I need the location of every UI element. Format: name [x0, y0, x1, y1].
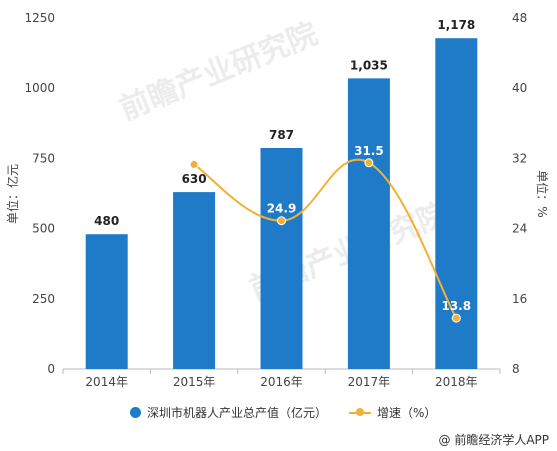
y-right-tick-label: 16: [512, 292, 527, 306]
bar-value-label: 480: [94, 214, 119, 228]
growth-line: [193, 158, 458, 319]
bar-value-label: 630: [182, 172, 207, 186]
bar: [347, 78, 390, 369]
growth-value-label: 24.9: [267, 202, 297, 216]
bar-value-label: 1,035: [350, 58, 388, 72]
x-tick-label: 2017年: [348, 375, 391, 389]
x-tick-label: 2015年: [173, 375, 216, 389]
growth-value-label: 13.8: [441, 299, 471, 313]
legend-bar-swatch: [130, 407, 141, 418]
bar-value-label: 1,178: [437, 18, 475, 32]
legend: 深圳市机器人产业总产值（亿元） 增速（%）: [130, 404, 458, 421]
bar: [260, 148, 303, 369]
legend-line-swatch: [349, 407, 372, 418]
growth-point: [451, 313, 461, 323]
legend-item-bar: 深圳市机器人产业总产值（亿元）: [130, 404, 327, 421]
legend-bar-label: 深圳市机器人产业总产值（亿元）: [147, 406, 328, 420]
x-tick-label: 2018年: [435, 375, 478, 389]
legend-item-line: 增速（%）: [349, 404, 436, 421]
y-left-axis-title: 单位：亿元: [5, 164, 20, 224]
chart-axes: 0 250 500 750 1000 1250 8 16 24 32 40 48 2014年 2015年 2…: [5, 11, 550, 389]
data-labels: 480 630 787 1,035 1,178 31.3 24.9 31.5 13.8: [94, 18, 475, 313]
x-tick-label: 2014年: [85, 375, 128, 389]
growth-value-label: 31.3: [179, 146, 209, 160]
bar: [85, 234, 128, 369]
y-right-axis-title: 单位：%: [535, 170, 550, 217]
bar-value-label: 787: [269, 128, 294, 142]
y-left-tick-label: 250: [32, 292, 55, 306]
y-left-tick-label: 500: [32, 222, 55, 236]
growth-point: [364, 158, 374, 168]
y-left-tick-label: 1000: [24, 81, 55, 95]
y-left-tick-label: 0: [47, 362, 55, 376]
legend-line-label: 增速（%）: [377, 406, 437, 420]
y-right-tick-label: 8: [512, 362, 520, 376]
bar-series: [85, 38, 478, 370]
source-note: @ 前瞻经济学人APP: [438, 433, 550, 447]
y-right-tick-label: 24: [512, 222, 527, 236]
watermark-text: 前瞻产业研究院: [115, 16, 323, 127]
bar: [173, 192, 216, 369]
y-right-tick-label: 48: [512, 11, 527, 25]
y-left-tick-label: 1250: [24, 11, 55, 25]
x-tick-label: 2016年: [260, 375, 303, 389]
line-series: [189, 158, 461, 323]
y-left-tick-label: 750: [32, 151, 55, 165]
y-right-tick-label: 40: [512, 81, 527, 95]
growth-value-label: 31.5: [354, 144, 384, 158]
y-right-tick-label: 32: [512, 151, 527, 165]
growth-point: [277, 216, 286, 226]
growth-point: [189, 160, 199, 170]
